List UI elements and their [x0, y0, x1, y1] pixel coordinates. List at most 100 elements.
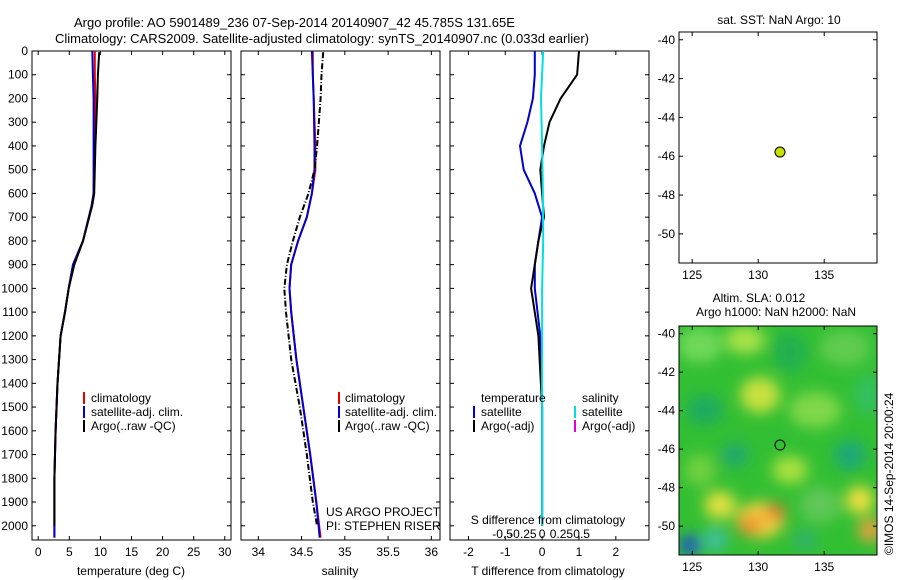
x-tick-label: -1	[500, 545, 511, 559]
figure-title-line2: Climatology: CARS2009. Satellite-adjuste…	[55, 31, 589, 46]
salinity-y-ticks	[241, 50, 440, 527]
altim-map-title-line2: Argo h1000: NaN h2000: NaN	[696, 305, 856, 319]
legend-label-s-satellite: satellite	[582, 405, 623, 419]
salinity-legend: climatology satellite-adj. clim. Argo(..…	[338, 391, 437, 433]
x-tick-label: -2	[463, 545, 474, 559]
x2-tick-label: 0.5	[573, 527, 590, 541]
map-y-tick-label: -40	[658, 327, 676, 341]
map-y-tick-label: -44	[658, 110, 676, 124]
map-y-tick-label: -48	[658, 481, 676, 495]
y-tick-label: 1200	[1, 329, 28, 343]
legend-label-s-argo: Argo(-adj)	[582, 419, 635, 433]
difference-panel: -2 -1 0 1 2 T difference from climatology S …	[449, 50, 650, 578]
series-line	[288, 50, 321, 538]
difference-x2label: S difference from climatology	[471, 513, 626, 527]
y-tick-label: 800	[8, 234, 28, 248]
y-tick-label: 1700	[1, 448, 28, 462]
legend-label-climatology: climatology	[91, 391, 151, 405]
salinity-plot-area	[240, 50, 441, 541]
map-y-tick-label: -46	[658, 442, 676, 456]
x-tick-label: 34	[252, 545, 266, 559]
y-tick-label: 900	[8, 258, 28, 272]
salinity-panel: 34 34.5 35 35.5 36 salinity climatology sate…	[240, 50, 441, 578]
project-annotation: US ARGO PROJECT	[326, 505, 441, 519]
depth-axis: 0 100 200 300 400 500 600 700 800 900 1000 1100 1200…	[1, 44, 231, 533]
map-x-tick-label: 125	[682, 560, 702, 574]
legend-label-argo: Argo(..raw -QC)	[345, 419, 430, 433]
legend-header-temperature: temperature	[481, 391, 546, 405]
x-tick-label: 35.5	[376, 545, 400, 559]
y-tick-label: 1900	[1, 495, 28, 509]
difference-y-ticks	[450, 50, 649, 527]
y-tick-label: 1100	[2, 305, 28, 319]
legend-label-t-argo: Argo(-adj)	[481, 419, 534, 433]
salinity-x-axis: 34 34.5 35 35.5 36	[252, 51, 439, 559]
y-tick-label: 1300	[1, 353, 28, 367]
y-tick-label: 300	[8, 115, 28, 129]
temperature-panel: 0100200300400500600700800900100011001200…	[1, 44, 231, 578]
temperature-legend: climatology satellite-adj. clim. Argo(..…	[83, 391, 183, 433]
temperature-series	[53, 50, 101, 538]
series-line	[518, 51, 544, 526]
x-tick-label: 0	[539, 545, 546, 559]
salinity-series	[283, 50, 325, 538]
map-y-tick-label: -42	[658, 72, 676, 86]
legend-header-salinity: salinity	[582, 391, 619, 405]
map-y-tick-label: -50	[658, 519, 676, 533]
x-tick-label: 30	[218, 545, 232, 559]
x-tick-label: 36	[425, 545, 439, 559]
y-tick-label: 200	[8, 91, 28, 105]
map-y-tick-label: -42	[658, 365, 676, 379]
altim-map-axes: -40 -42 -44 -46 -48 -50 125 130 135	[658, 326, 877, 574]
temperature-x-axis: 0 5 10 15 20 25 30	[35, 51, 232, 559]
map-x-tick-label: 135	[814, 560, 834, 574]
y-tick-label: 1400	[1, 376, 28, 390]
salinity-xlabel: salinity	[322, 564, 359, 578]
argo-position-marker-altim	[774, 439, 786, 451]
legend-label-satellite: satellite-adj. clim.	[345, 405, 437, 419]
temperature-xlabel: temperature (deg C)	[77, 564, 185, 578]
series-line	[53, 52, 101, 526]
x-tick-label: 5	[66, 545, 73, 559]
altim-map-panel: Altim. SLA: 0.012 Argo h1000: NaN h2000:…	[658, 291, 878, 574]
pi-annotation: PI: STEPHEN RISER	[326, 519, 441, 533]
difference-legend: temperature salinity satellite Argo(-adj…	[473, 391, 635, 433]
x-tick-label: 34.5	[290, 545, 314, 559]
difference-x-axis: -2 -1 0 1 2	[463, 51, 619, 559]
x2-tick-label: 0	[539, 527, 546, 541]
map-x-tick-label: 130	[748, 268, 768, 282]
legend-label-argo: Argo(..raw -QC)	[91, 419, 176, 433]
map-y-tick-label: -46	[658, 149, 676, 163]
y-tick-label: 400	[8, 139, 28, 153]
x2-tick-label: -0.25	[509, 527, 537, 541]
map-y-tick-label: -40	[658, 33, 676, 47]
map-y-tick-label: -44	[658, 404, 676, 418]
series-line	[283, 52, 325, 526]
difference-plot-area	[449, 50, 650, 541]
x-tick-label: 25	[187, 545, 201, 559]
map-y-tick-label: -48	[658, 188, 676, 202]
difference-xlabel: T difference from climatology	[471, 564, 625, 578]
x-tick-label: 2	[612, 545, 619, 559]
difference-series	[518, 50, 580, 526]
x-tick-label: 15	[125, 545, 139, 559]
figure-title-line1: Argo profile: AO 5901489_236 07-Sep-2014…	[74, 15, 515, 30]
series-line	[539, 50, 545, 526]
x-tick-label: 20	[156, 545, 170, 559]
x-tick-label: 10	[94, 545, 108, 559]
map-x-tick-label: 125	[682, 268, 702, 282]
sst-map-axes: -40 -42 -44 -46 -48 -50 125 130 135	[658, 32, 877, 282]
sst-map-title: sat. SST: NaN Argo: 10	[717, 13, 841, 27]
imos-credit: ©IMOS 14-Sep-2014 20:00:24	[882, 392, 896, 555]
altim-map-title-line1: Altim. SLA: 0.012	[713, 291, 806, 305]
temperature-plot-area	[31, 50, 232, 541]
map-y-tick-label: -50	[658, 227, 676, 241]
y-tick-label: 700	[8, 210, 28, 224]
x2-tick-label: 0.25	[550, 527, 574, 541]
y-tick-label: 2000	[1, 519, 28, 533]
x-tick-label: 35	[338, 545, 352, 559]
y-tick-label: 0	[21, 44, 28, 58]
y-tick-label: 100	[8, 68, 28, 82]
legend-label-climatology: climatology	[345, 391, 405, 405]
